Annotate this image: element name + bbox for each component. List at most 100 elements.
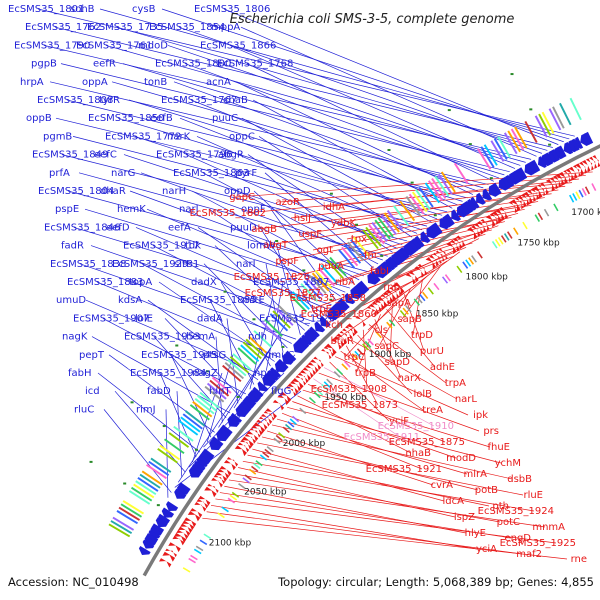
cog-band	[292, 415, 300, 423]
gene-label: EcSMS35_1945	[141, 350, 217, 361]
gene-label: rnb	[383, 282, 400, 293]
tick-labels: 1700 kbp 1750 kbp 1800 kbp 1850 kbp 1900 kbp…	[209, 208, 600, 549]
cog-band	[433, 282, 440, 291]
gene-feature	[572, 165, 581, 177]
gene-feature	[558, 171, 568, 185]
gene-feature	[180, 523, 193, 534]
gene-feature	[310, 359, 322, 371]
gene-feature	[237, 442, 250, 453]
leader-line	[96, 281, 279, 358]
cog-band	[444, 274, 451, 282]
leader-line	[128, 99, 463, 202]
cog-band	[275, 434, 283, 442]
cog-band	[399, 200, 416, 222]
tick-dot	[275, 239, 279, 242]
tick-dot	[252, 318, 256, 321]
cog-band	[308, 396, 316, 404]
gene-feature	[568, 166, 578, 180]
gene-feature	[563, 142, 574, 155]
leader-line	[245, 182, 573, 214]
gene-label: tyrR	[99, 95, 120, 106]
cog-band	[272, 310, 291, 329]
cog-band	[248, 468, 257, 475]
gene-label: abgT	[263, 240, 289, 251]
leader-line	[55, 117, 448, 213]
cog-band	[259, 454, 268, 461]
cog-band	[110, 520, 133, 535]
gene-label: puuC	[212, 113, 238, 124]
tick-dot	[529, 108, 533, 111]
cog-band	[513, 227, 519, 235]
cog-band	[282, 426, 290, 433]
gene-feature	[414, 266, 425, 278]
gene-label: EcSMS35_1762	[25, 22, 101, 33]
cog-band	[229, 494, 238, 501]
leader-line	[208, 208, 341, 297]
gene-feature	[313, 356, 324, 368]
cog-band	[419, 293, 426, 302]
cog-band	[386, 321, 393, 329]
gene-label: pyrF	[235, 168, 257, 179]
gene-feature	[204, 486, 217, 498]
cog-band	[300, 283, 319, 302]
leader-line	[103, 409, 172, 493]
cog-band	[253, 462, 261, 470]
gene-feature	[489, 212, 499, 225]
gene-label: nhaB	[405, 448, 431, 459]
gene-feature	[263, 411, 275, 421]
gene-label: dadX	[191, 277, 217, 288]
gene-feature	[439, 217, 449, 230]
cog-band	[232, 353, 252, 371]
gene-label: potB	[475, 485, 498, 496]
cog-band	[591, 183, 597, 191]
leader-line	[223, 8, 559, 145]
gene-label: EcSMS35_1804	[38, 186, 114, 197]
leader-line	[177, 391, 240, 483]
gene-feature	[279, 391, 292, 403]
gene-label: nagK	[62, 332, 88, 343]
gene-label: narI	[236, 259, 256, 270]
cog-band	[477, 148, 492, 170]
gene-feature	[510, 199, 521, 212]
gene-feature	[473, 223, 484, 235]
cog-band	[350, 239, 367, 259]
gene-label: trpB	[355, 368, 376, 379]
cog-band	[262, 451, 270, 458]
gene-label: narH	[162, 186, 186, 197]
gene-label: EcSMS35_1800	[155, 59, 231, 70]
cog-band	[514, 126, 528, 149]
leader-line	[386, 308, 436, 368]
leader-line	[362, 329, 368, 390]
gene-feature	[482, 188, 493, 201]
cog-band	[245, 338, 265, 357]
cog-band	[289, 293, 308, 313]
cog-band	[112, 516, 135, 531]
gene-label: trpD	[411, 330, 433, 341]
cog-band	[146, 464, 167, 480]
leader-line	[340, 350, 424, 411]
gene-label: eefD	[106, 222, 130, 233]
gene-feature	[260, 413, 273, 425]
cog-band	[190, 554, 198, 561]
cog-band	[578, 189, 584, 198]
cog-band	[541, 111, 555, 134]
gene-feature	[183, 517, 197, 528]
leader-line	[334, 356, 469, 416]
gene-feature	[574, 163, 585, 176]
leader-line	[196, 136, 418, 234]
gene-feature	[216, 430, 229, 442]
cog-band	[424, 182, 441, 204]
gene-label: gapC	[229, 192, 255, 203]
gene-label: EcSMS35_1761	[76, 40, 152, 51]
cog-band	[204, 385, 225, 403]
cog-band	[192, 401, 213, 418]
gene-label: EcSMS35_1885	[180, 295, 256, 306]
gene-feature	[274, 361, 287, 373]
gene-label: trpA	[445, 378, 466, 389]
gene-label: oppD	[224, 186, 251, 197]
gene-label: EcSMS35_1849	[32, 150, 108, 161]
cog-band	[194, 397, 215, 415]
gene-feature	[282, 353, 294, 365]
gene-label: sirB1	[174, 259, 199, 270]
tick-dot	[329, 192, 333, 195]
